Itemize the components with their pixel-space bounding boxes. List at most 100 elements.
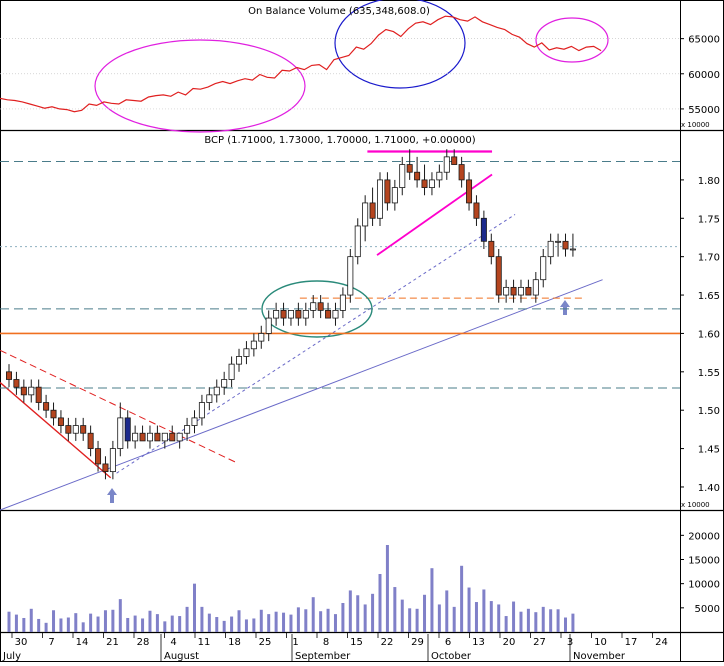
candle-body (250, 340, 257, 350)
candle-body (191, 417, 198, 426)
candle-body (57, 417, 64, 426)
volume-bar (556, 609, 560, 632)
x-day-label: 6 (445, 637, 451, 648)
obv-tick-label: 60000 (688, 70, 720, 81)
axes: 5500060000650001.401.451.501.551.601.651… (0, 35, 720, 662)
x-day-label: 29 (411, 637, 424, 648)
candle-body (13, 379, 20, 388)
candle-body (369, 202, 376, 219)
triangle-lower-line (376, 173, 493, 256)
candle-body (414, 171, 421, 181)
candle-body (80, 425, 87, 434)
volume-bar (126, 617, 130, 632)
volume-bar (385, 545, 389, 632)
volume-bar (141, 618, 145, 632)
x-day-label: 1 (292, 637, 298, 648)
volume-bar (29, 608, 33, 632)
volume-bar (482, 589, 486, 632)
candle-body (102, 463, 109, 473)
x-day-label: 22 (381, 637, 394, 648)
x-day-label: 21 (106, 637, 119, 648)
candle-body (354, 225, 361, 258)
candle-body (287, 310, 294, 319)
candle-body (339, 294, 346, 311)
volume-bar (356, 595, 360, 632)
candle-body (525, 286, 532, 296)
price-tick-label: 1.60 (698, 329, 720, 340)
x-day-label: 28 (137, 637, 150, 648)
volume-bar (185, 606, 189, 632)
obv-line (0, 15, 602, 113)
x-day-label: 17 (625, 637, 638, 648)
price-title: BCP (1.71000, 1.73000, 1.70000, 1.71000,… (204, 135, 475, 146)
volume-bar (259, 609, 263, 632)
volume-bar (148, 610, 152, 632)
x-day-label: 15 (350, 637, 363, 648)
volume-tick-label: 10000 (688, 580, 720, 591)
volume-bar (52, 610, 56, 632)
candle-body (347, 256, 354, 296)
x-day-label: 20 (503, 637, 516, 648)
candle-body (532, 279, 539, 296)
volume-panel (7, 545, 575, 632)
candle-body (243, 348, 250, 357)
candle-body (310, 302, 317, 311)
volume-bar (549, 609, 553, 632)
candle-body (6, 371, 12, 380)
titles: On Balance Volume (635,348,608.0) BCP (1… (204, 6, 709, 509)
price-tick-label: 1.50 (698, 406, 720, 417)
candle-body (384, 179, 391, 204)
volume-bar (44, 622, 48, 632)
volume-bar (512, 601, 516, 632)
candle-body (510, 286, 517, 296)
volume-bar (282, 612, 286, 632)
volume-bar (296, 607, 300, 632)
x-day-label: 7 (48, 637, 54, 648)
x-month-label: November (573, 651, 626, 662)
volume-bar (371, 593, 375, 632)
candle-body (280, 310, 287, 319)
obv-ellipse-blue (334, 0, 466, 89)
volume-bar (571, 613, 575, 632)
up-arrow-july (107, 488, 117, 503)
candle-body (43, 402, 50, 411)
x-day-label: 8 (323, 637, 329, 648)
volume-bar (89, 613, 93, 632)
x-month-label: October (431, 651, 472, 662)
volume-bar (14, 614, 18, 632)
x-day-label: 18 (228, 637, 241, 648)
volume-bar (215, 617, 219, 632)
candle-body (228, 363, 235, 380)
candle-body (376, 179, 383, 219)
price-scale-label: x 10000 (681, 501, 710, 509)
candle-body (421, 179, 428, 188)
volume-bar (267, 614, 271, 632)
volume-bar (118, 599, 122, 632)
volume-bar (111, 609, 115, 632)
obv-ellipse-magenta-right (535, 17, 609, 63)
candle-body (273, 310, 280, 319)
candle-body (265, 317, 272, 334)
volume-bar (237, 610, 241, 632)
obv-ellipse-magenta-left (94, 39, 306, 133)
candle-body (458, 164, 465, 181)
volume-tick-label: 5000 (695, 604, 720, 615)
volume-bar (311, 597, 315, 632)
volume-bar (504, 616, 508, 632)
volume-bar (467, 587, 471, 632)
volume-bar (564, 617, 567, 632)
candle-body (406, 164, 413, 173)
volume-bar (519, 611, 523, 632)
volume-bar (103, 610, 107, 632)
x-day-label: 14 (76, 637, 89, 648)
volume-bar (22, 617, 26, 632)
volume-bar (348, 590, 352, 632)
volume-bar (252, 618, 256, 632)
volume-bar (408, 608, 412, 632)
volume-bar (363, 604, 367, 632)
candle-body (258, 333, 265, 342)
candle-body (569, 248, 576, 251)
